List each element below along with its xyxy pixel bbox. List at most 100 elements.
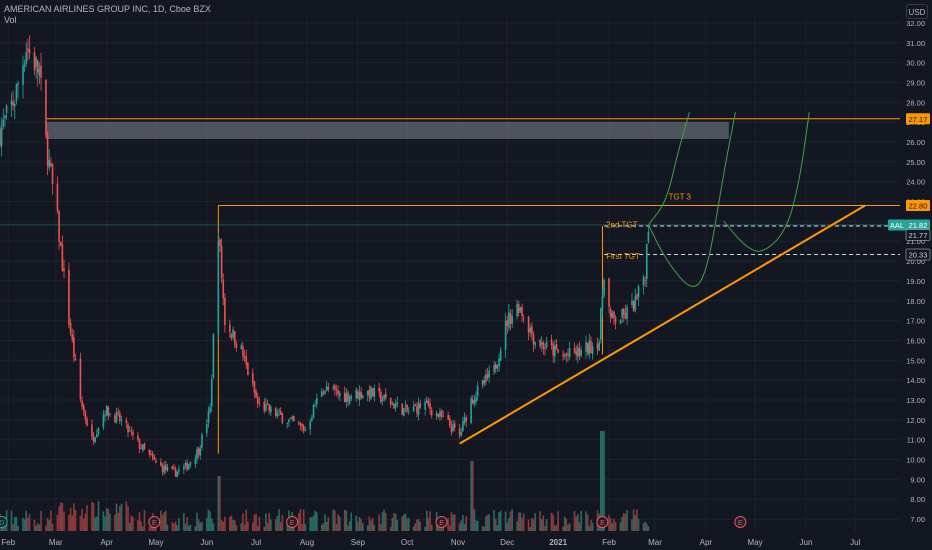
- volume-bar: [578, 522, 581, 531]
- candle-body: [189, 462, 192, 465]
- volume-bar: [263, 526, 266, 531]
- candle-body: [494, 363, 497, 370]
- candle-body: [36, 60, 39, 73]
- candle-body: [550, 339, 553, 346]
- candle-body: [0, 127, 3, 147]
- candle-body: [380, 391, 382, 403]
- candle-body: [519, 307, 522, 311]
- candle-body: [450, 426, 453, 432]
- candle-body: [138, 439, 141, 449]
- volume-bar: [265, 513, 267, 531]
- candle-body: [229, 324, 231, 333]
- x-tick-label: Jun: [200, 538, 213, 547]
- currency-button[interactable]: USD: [906, 4, 928, 19]
- candle-body: [430, 410, 433, 416]
- candle-body: [531, 326, 533, 335]
- candle-body: [429, 403, 431, 410]
- candle-body: [119, 413, 121, 421]
- candle-body: [196, 449, 198, 460]
- candle-body: [281, 413, 284, 423]
- symbol-title[interactable]: AMERICAN AIRLINES GROUP INC, 1D, Cboe BZ…: [4, 4, 211, 14]
- candle-body: [212, 333, 215, 378]
- candle-body: [647, 231, 650, 242]
- candle-body: [314, 405, 316, 407]
- candle-body: [585, 342, 587, 352]
- candle-body: [291, 416, 293, 419]
- candle-body: [407, 410, 410, 412]
- candle-body: [22, 65, 24, 85]
- projection-curve-2: [723, 112, 810, 252]
- candle-body: [114, 415, 116, 423]
- volume-bar: [636, 509, 638, 531]
- candle-body: [166, 467, 169, 472]
- x-tick-label: Oct: [401, 538, 414, 547]
- candle-body: [311, 417, 313, 422]
- volume-bar: [301, 524, 303, 531]
- volume-indicator-label[interactable]: Vol: [4, 15, 17, 25]
- volume-bar: [251, 522, 254, 531]
- volume-bar: [97, 501, 100, 531]
- candle-body: [453, 423, 456, 428]
- volume-bar: [25, 510, 28, 531]
- volume-bar: [240, 523, 243, 531]
- volume-bar: [380, 524, 382, 531]
- candle-body: [332, 387, 335, 389]
- volume-bar: [453, 514, 456, 531]
- candle-body: [10, 100, 13, 105]
- candle-body: [521, 307, 523, 316]
- candle-body: [289, 417, 292, 419]
- candle-body: [178, 469, 180, 472]
- volume-bar: [255, 513, 257, 531]
- volume-bar: [96, 516, 98, 531]
- volume-bar: [58, 506, 60, 531]
- candle-body: [5, 105, 8, 113]
- volume-bar: [527, 519, 530, 531]
- event-marker: [435, 516, 448, 528]
- candle-body: [384, 393, 387, 398]
- candle-body: [539, 340, 541, 347]
- candle-body: [360, 391, 362, 398]
- candle-body: [621, 309, 623, 318]
- volume-bar: [187, 525, 190, 531]
- candle-body: [634, 296, 637, 310]
- volume-bar: [476, 520, 479, 531]
- volume-bar: [539, 511, 541, 531]
- volume-bar: [117, 512, 119, 531]
- volume-bar: [332, 509, 335, 531]
- candle-body: [358, 391, 361, 400]
- candle-body: [577, 347, 579, 357]
- candle-body: [401, 403, 403, 416]
- candle-body: [79, 358, 82, 400]
- volume-bar: [545, 519, 548, 531]
- candle-body: [312, 404, 315, 418]
- candle-body: [48, 160, 51, 168]
- candle-body: [140, 448, 142, 450]
- volume-bar: [142, 526, 144, 531]
- volume-bar: [347, 525, 349, 531]
- candle-body: [176, 471, 179, 478]
- volume-bar: [534, 513, 536, 531]
- candle-body: [475, 396, 477, 403]
- event-marker: [596, 516, 609, 528]
- volume-bar: [460, 520, 463, 531]
- volume-bar: [632, 509, 635, 531]
- x-tick-label: Jun: [800, 538, 813, 547]
- y-tick-label: 21.00: [906, 237, 925, 246]
- candle-body: [473, 400, 476, 405]
- candle-body: [622, 308, 625, 315]
- candle-body: [45, 79, 47, 136]
- volume-bar: [622, 513, 625, 531]
- volume-bar: [611, 523, 614, 531]
- annotation-label: First TGT: [606, 252, 640, 261]
- candle-body: [27, 48, 29, 52]
- volume-bar: [71, 515, 74, 531]
- volume-bar: [424, 526, 426, 531]
- volume-bar: [104, 516, 106, 531]
- volume-bar: [196, 512, 198, 531]
- candle-body: [506, 319, 509, 326]
- candle-body: [59, 241, 62, 246]
- candle-body: [412, 406, 415, 412]
- volume-bar: [481, 526, 484, 531]
- candle-body: [206, 424, 208, 433]
